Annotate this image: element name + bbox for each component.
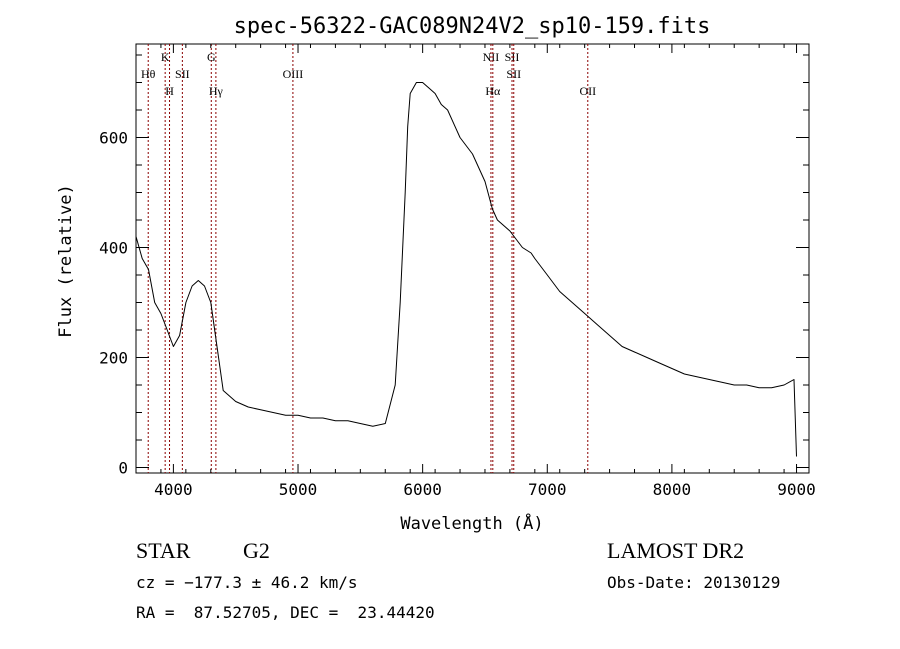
spectral-line-label: Hγ bbox=[209, 84, 224, 98]
spectral-line-label: OII bbox=[579, 84, 596, 98]
spectrum-series bbox=[135, 82, 797, 457]
y-tick-label: 400 bbox=[99, 239, 128, 258]
spectrum-line bbox=[135, 82, 797, 457]
spectral-line-label: SII bbox=[506, 67, 521, 81]
spectral-line-label: K bbox=[161, 50, 170, 64]
y-tick-label: 600 bbox=[99, 129, 128, 148]
x-axis-label: Wavelength (Å) bbox=[400, 512, 543, 534]
x-tick-label: 5000 bbox=[279, 480, 318, 499]
plot-frame bbox=[135, 43, 810, 474]
x-tick-label: 7000 bbox=[528, 480, 567, 499]
redshift-velocity: cz = −177.3 ± 46.2 km/s bbox=[136, 573, 358, 592]
x-tick-label: 4000 bbox=[154, 480, 193, 499]
spectral-line-label: Hθ bbox=[141, 67, 156, 81]
survey-name: LAMOST DR2 bbox=[607, 538, 745, 563]
object-subclass: G2 bbox=[243, 538, 270, 563]
axes: 4000 5000 6000 7000 8000 9000 0 200 400 600 bbox=[99, 44, 816, 499]
spectral-line-label: SII bbox=[175, 67, 190, 81]
spectral-line-label: OIII bbox=[283, 67, 304, 81]
spectral-line-label: NII bbox=[483, 50, 500, 64]
spectral-line-label: H bbox=[165, 84, 174, 98]
spectral-line-label: SII bbox=[505, 50, 520, 64]
y-axis-label: Flux (relative) bbox=[56, 184, 76, 338]
object-class: STAR bbox=[136, 538, 191, 563]
coordinates: RA = 87.52705, DEC = 23.44420 bbox=[136, 603, 435, 622]
observation-date: Obs-Date: 20130129 bbox=[607, 573, 781, 592]
chart-title: spec-56322-GAC089N24V2_sp10-159.fits bbox=[234, 14, 711, 39]
spectral-line-label: Hα bbox=[485, 84, 501, 98]
x-tick-label: 8000 bbox=[653, 480, 692, 499]
x-tick-label: 6000 bbox=[403, 480, 442, 499]
y-tick-label: 200 bbox=[99, 349, 128, 368]
x-tick-label: 9000 bbox=[777, 480, 816, 499]
spectral-line-label: G bbox=[207, 50, 216, 64]
y-tick-label: 0 bbox=[118, 459, 128, 478]
